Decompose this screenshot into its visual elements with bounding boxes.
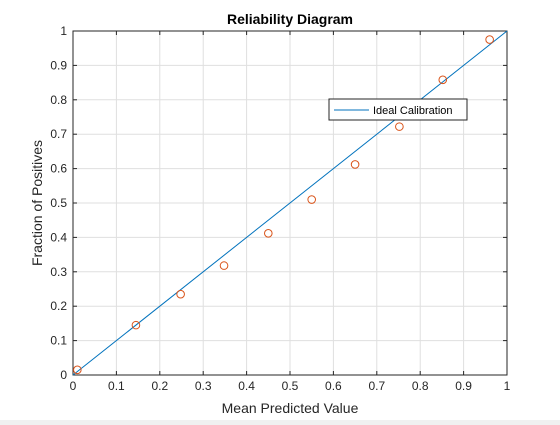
calibration-point: [176, 289, 185, 299]
calibration-point: [350, 160, 360, 169]
x-tick-label: 0.8: [412, 379, 429, 393]
y-tick-label: 0.6: [50, 162, 67, 176]
x-tick-label: 0: [70, 379, 77, 393]
x-tick-label: 0.9: [455, 379, 472, 393]
calibration-point: [264, 228, 273, 238]
calibration-point: [395, 122, 404, 131]
ideal-calibration-line: [72, 30, 508, 376]
y-axis-label: Fraction of Positives: [29, 140, 45, 266]
y-tick-label: 0: [60, 368, 67, 382]
calibration-point: [73, 365, 82, 375]
x-tick-label: 0.5: [282, 379, 299, 393]
y-tick-label: 0.1: [50, 334, 67, 348]
x-tick-label: 0.3: [195, 379, 212, 393]
legend-box: [328, 98, 468, 121]
calibration-point: [438, 75, 448, 85]
x-axis-label: Mean Predicted Value: [222, 400, 359, 416]
series: [72, 30, 508, 376]
legend: Ideal Calibration: [328, 98, 468, 121]
y-tick-label: 0.3: [50, 265, 67, 279]
y-tick-label: 0.9: [50, 58, 67, 72]
legend-label-ideal-calibration: Ideal Calibration: [373, 105, 453, 117]
ticks: 0 0.1 0.2 0.3 0.4 0.5 0.6 0.7 0.8 0.9 1 0 0.1 0.2 0.3 0…: [50, 24, 510, 393]
x-tick-label: 1: [504, 379, 511, 393]
calibration-point: [307, 195, 317, 204]
x-tick-label: 0.2: [151, 379, 168, 393]
y-tick-label: 0.5: [50, 196, 67, 210]
x-tick-label: 0.1: [108, 379, 125, 393]
calibration-point: [219, 261, 229, 270]
chart-title: Reliability Diagram: [227, 11, 353, 27]
y-tick-label: 0.8: [50, 93, 67, 107]
y-tick-label: 0.2: [50, 299, 67, 313]
y-tick-label: 0.4: [50, 230, 67, 244]
x-tick-label: 0.4: [238, 379, 255, 393]
calibration-point: [485, 35, 494, 44]
calibration-point: [131, 320, 141, 330]
x-tick-label: 0.7: [368, 379, 385, 393]
y-tick-label: 0.7: [50, 127, 67, 141]
x-tick-label: 0.6: [325, 379, 342, 393]
y-tick-label: 1: [60, 24, 67, 38]
